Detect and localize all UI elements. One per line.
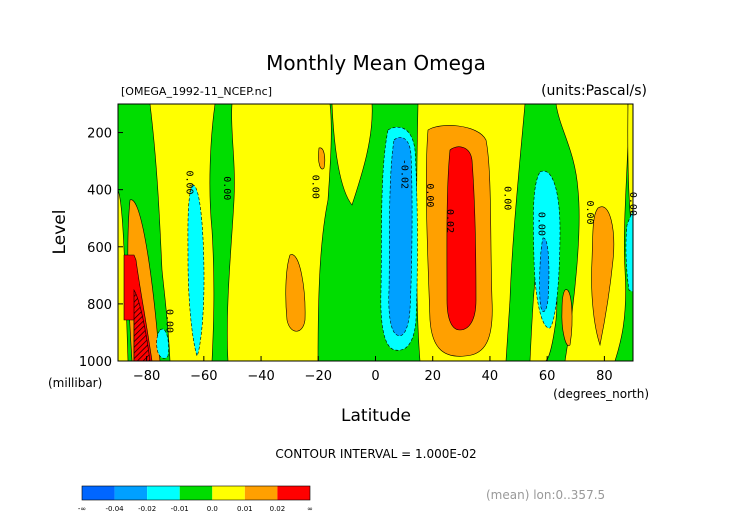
x-tick-label: 40 — [482, 369, 499, 384]
x-tick-label: 20 — [424, 369, 441, 384]
max-positive-region — [446, 146, 477, 331]
strong-positive-region-north-small — [561, 289, 573, 347]
strong-positive-region-midlat — [285, 254, 306, 332]
contour-label: 0.00 — [424, 183, 435, 207]
strong-positive-region-north — [591, 206, 614, 347]
colorbar-swatch — [114, 486, 148, 500]
x-axis-label: Latitude — [341, 406, 411, 426]
colorbar-swatch — [82, 486, 115, 500]
positive-region-north — [555, 104, 629, 361]
colorbar-label: 0.0 — [207, 505, 218, 513]
contour-label: 0.00 — [184, 170, 195, 194]
x-tick-label: 80 — [596, 369, 613, 384]
contour-interval-text: CONTOUR INTERVAL = 1.000E-02 — [275, 447, 476, 461]
contour-label: 0.00 — [164, 309, 175, 333]
colorbar-swatch — [277, 486, 310, 500]
negative-region-tropics-inner — [388, 137, 413, 337]
contour-label: -0.02 — [398, 159, 409, 189]
negative-region-south-lower — [187, 184, 205, 357]
x-tick-label: −60 — [190, 369, 217, 384]
contour-field — [118, 104, 633, 361]
colorbar-label: -0.01 — [171, 505, 189, 513]
colorbar-label: -0.02 — [138, 505, 156, 513]
y-tick-label: 400 — [87, 184, 112, 199]
units-label: (units:Pascal/s) — [541, 83, 647, 99]
x-tick-label: 0 — [371, 369, 379, 384]
colorbar-label: -0.04 — [106, 505, 125, 513]
negative-region-north-core — [539, 237, 550, 312]
contour-label: 0.00 — [536, 212, 547, 236]
positive-region-tropics — [331, 104, 373, 206]
contour-label: 0.02 — [444, 209, 455, 233]
colorbar-swatch — [244, 486, 278, 500]
colorbar: -∞ -0.04 -0.02 -0.01 0.0 0.01 0.02 ∞ — [78, 485, 313, 513]
colorbar-swatch — [179, 486, 213, 500]
strong-positive-region-upper — [318, 147, 326, 170]
x-axis-units: (degrees_north) — [553, 387, 649, 401]
colorbar-label: ∞ — [307, 505, 313, 513]
y-tick-label: 200 — [87, 127, 112, 142]
y-axis-label: Level — [50, 210, 70, 255]
chart-title: Monthly Mean Omega — [266, 51, 486, 75]
colorbar-label: 0.01 — [237, 505, 253, 513]
y-axis: 200 400 600 800 1000 — [79, 127, 123, 370]
colorbar-label: -∞ — [78, 505, 86, 513]
negative-region-east-edge — [625, 209, 633, 293]
colorbar-swatch — [147, 486, 180, 500]
positive-region-midlat-south — [226, 104, 332, 361]
x-axis: −80 −60 −40 −20 0 20 40 60 80 — [133, 356, 613, 384]
x-tick-label: −40 — [247, 369, 274, 384]
x-tick-label: −20 — [305, 369, 332, 384]
contour-label: 0.00 — [501, 186, 512, 210]
x-tick-label: −80 — [133, 369, 160, 384]
footer-text: (mean) lon:0..357.5 — [486, 488, 605, 502]
x-tick-label: 60 — [539, 369, 556, 384]
colorbar-swatch — [212, 486, 245, 500]
colorbar-frame — [81, 485, 311, 501]
y-tick-label: 800 — [87, 298, 112, 313]
y-tick-label: 600 — [87, 241, 112, 256]
file-label: [OMEGA_1992-11_NCEP.nc] — [121, 85, 272, 98]
contour-label: 0.00 — [221, 176, 232, 200]
colorbar-label: 0.02 — [270, 505, 286, 513]
contour-label: 0.00 — [310, 175, 321, 199]
negative-region-south-pole — [156, 328, 169, 359]
y-axis-units: (millibar) — [48, 376, 102, 390]
contour-label: 0.00 — [584, 200, 595, 224]
y-tick-label: 1000 — [79, 355, 112, 370]
